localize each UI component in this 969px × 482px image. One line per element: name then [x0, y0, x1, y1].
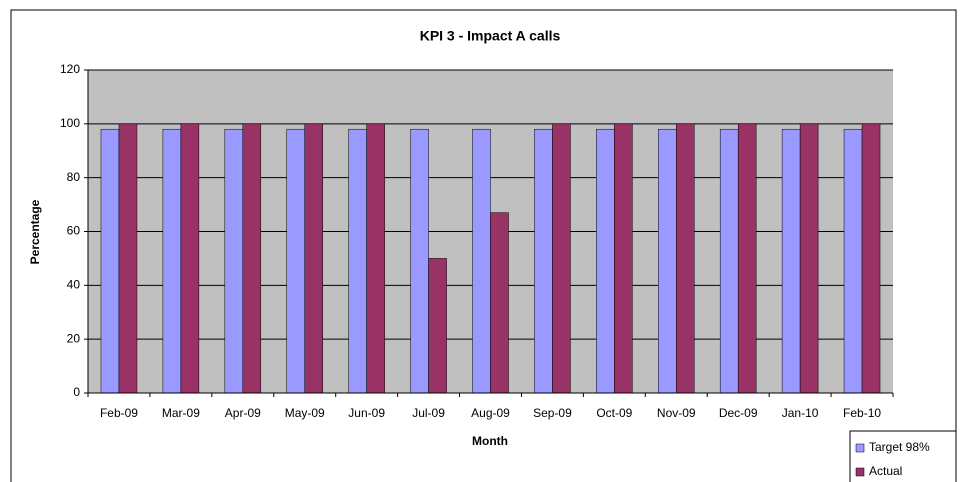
bar — [552, 123, 571, 394]
bar — [614, 123, 633, 394]
x-tick-label: Apr-09 — [225, 406, 261, 420]
bar — [410, 128, 429, 394]
bar — [472, 128, 491, 394]
bar — [428, 258, 447, 394]
bar — [242, 123, 262, 394]
x-tick-label: Jan-10 — [782, 406, 819, 420]
legend — [849, 430, 957, 482]
y-tick-label: 60 — [67, 224, 81, 238]
x-tick-label: Dec-09 — [719, 406, 758, 420]
x-tick-label: May-09 — [285, 406, 325, 420]
bar — [843, 128, 863, 394]
bar — [348, 128, 367, 394]
x-tick-label: Jun-09 — [348, 406, 385, 420]
x-tick-label: Jul-09 — [412, 406, 445, 420]
bar — [162, 128, 182, 394]
bar — [676, 123, 695, 394]
x-tick-label: Aug-09 — [471, 406, 510, 420]
bar — [737, 123, 757, 394]
x-tick-label: Feb-09 — [100, 406, 138, 420]
bar — [224, 128, 244, 394]
legend-label: Target 98% — [869, 440, 930, 454]
y-tick-label: 80 — [67, 170, 81, 184]
y-tick-label: 120 — [60, 62, 80, 76]
x-tick-label: Sep-09 — [533, 406, 572, 420]
x-tick-label: Oct-09 — [596, 406, 632, 420]
x-tick-label: Mar-09 — [162, 406, 200, 420]
bar — [304, 123, 323, 394]
y-tick-label: 100 — [60, 116, 80, 130]
x-tick-label: Nov-09 — [657, 406, 696, 420]
bar — [719, 128, 739, 394]
bar — [180, 123, 200, 394]
y-axis-label: Percentage — [28, 199, 42, 264]
bar — [658, 128, 677, 394]
bar — [490, 212, 509, 394]
bar — [781, 128, 801, 394]
bar — [861, 123, 881, 394]
bar — [118, 123, 138, 394]
y-tick-label: 20 — [67, 331, 81, 345]
bar — [366, 123, 385, 394]
bar — [534, 128, 553, 394]
bar — [596, 128, 615, 394]
y-tick-label: 0 — [73, 385, 80, 399]
legend-swatch — [855, 443, 865, 453]
y-tick-label: 40 — [67, 278, 81, 292]
x-tick-label: Feb-10 — [843, 406, 881, 420]
chart-title: KPI 3 - Impact A calls — [420, 28, 561, 44]
bar — [286, 128, 305, 394]
bar — [100, 128, 120, 394]
x-axis-label: Month — [472, 434, 508, 448]
legend-swatch — [855, 467, 865, 477]
legend-label: Actual — [869, 464, 902, 478]
bar — [799, 123, 819, 394]
